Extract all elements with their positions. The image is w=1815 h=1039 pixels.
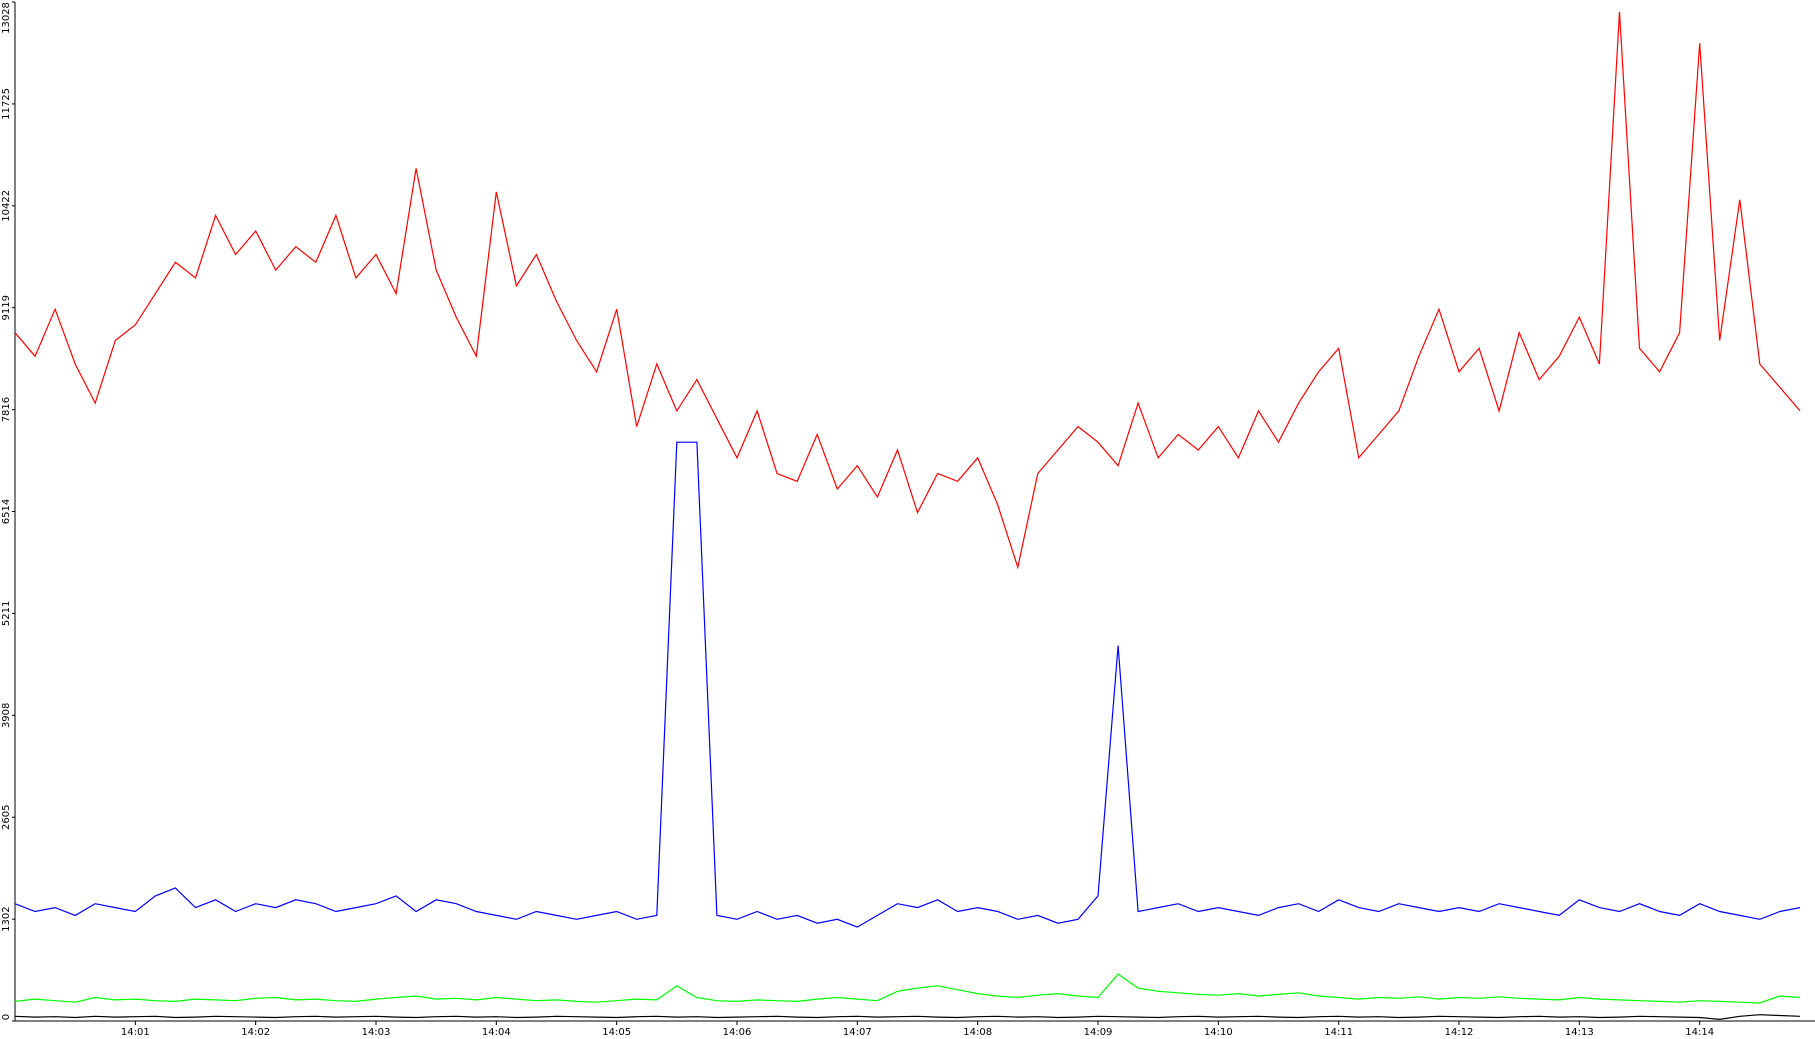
x-tick-label: 14:09	[1084, 1027, 1113, 1038]
y-tick-label: 6514	[1, 499, 12, 524]
x-tick-label: 14:03	[362, 1027, 391, 1038]
series-line	[14, 1014, 1801, 1021]
x-tick-label: 14:14	[1685, 1027, 1714, 1038]
x-tick-label: 14:12	[1445, 1027, 1474, 1038]
y-tick-label: 11725	[1, 88, 12, 120]
y-tick-label: 13028	[1, 2, 12, 34]
x-tick-label: 14:02	[241, 1027, 270, 1038]
x-tick-label: 14:11	[1324, 1027, 1353, 1038]
y-tick-label: 9119	[1, 295, 12, 320]
y-tick-label: 5211	[1, 601, 12, 626]
series-line	[14, 441, 1801, 928]
x-tick-label: 14:07	[843, 1027, 872, 1038]
y-tick-label: 1302	[1, 906, 12, 931]
y-tick-label: 2605	[1, 805, 12, 830]
x-tick-label: 14:01	[121, 1027, 150, 1038]
series-line	[14, 11, 1801, 570]
x-tick-label: 14:08	[963, 1027, 992, 1038]
x-tick-label: 14:05	[602, 1027, 631, 1038]
x-tick-label: 14:06	[723, 1027, 752, 1038]
x-tick-label: 14:10	[1204, 1027, 1233, 1038]
y-tick-label: 3908	[1, 703, 12, 728]
y-tick-label: 10422	[1, 190, 12, 222]
y-tick-label: 0	[1, 1014, 12, 1020]
x-tick-label: 14:13	[1565, 1027, 1594, 1038]
x-tick-label: 14:04	[482, 1027, 511, 1038]
series-line	[14, 973, 1801, 1004]
y-tick-label: 7816	[1, 397, 12, 422]
